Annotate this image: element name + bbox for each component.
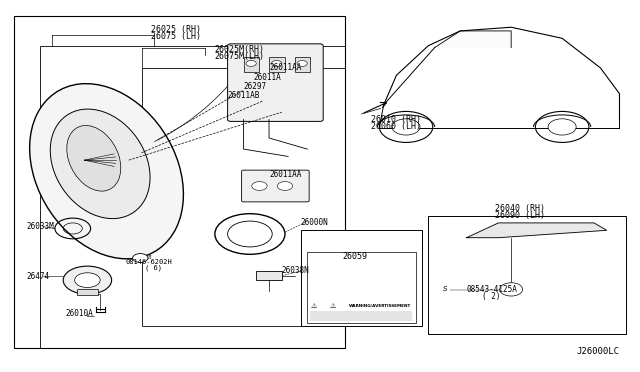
FancyBboxPatch shape [228,44,323,121]
Circle shape [75,273,100,288]
Circle shape [271,61,282,66]
Polygon shape [467,223,607,238]
Text: ⚠: ⚠ [310,303,317,309]
Text: 26090 (LH): 26090 (LH) [495,211,545,220]
Text: 26011AA: 26011AA [269,63,301,72]
Text: 26011A: 26011A [253,73,281,81]
Bar [77,289,99,295]
Bar [14,16,346,349]
Text: 26075M(LH): 26075M(LH) [215,52,265,61]
Text: ⚠: ⚠ [330,303,336,309]
Text: 26025M(RH): 26025M(RH) [215,45,265,54]
FancyBboxPatch shape [242,170,309,202]
Bar [307,253,415,323]
Ellipse shape [67,125,121,191]
Bar [294,57,310,71]
Circle shape [500,283,523,296]
Bar [244,57,259,71]
Text: 26010 (RH): 26010 (RH) [371,115,421,124]
Text: J26000LC: J26000LC [577,347,620,356]
Text: 26038N: 26038N [282,266,310,275]
Text: ( 6): ( 6) [145,265,162,271]
Polygon shape [435,31,511,48]
Bar [141,68,346,326]
Text: 26011AA: 26011AA [269,170,301,179]
Text: 08146-6202H: 08146-6202H [125,259,172,265]
Circle shape [252,182,267,190]
Circle shape [380,112,433,142]
Text: 26025 (RH): 26025 (RH) [151,25,201,33]
Ellipse shape [51,109,150,219]
Text: 26011AB: 26011AB [228,91,260,100]
Circle shape [63,266,111,294]
Text: 26033M: 26033M [27,222,54,231]
Text: 08543-4125A: 08543-4125A [467,285,517,294]
Circle shape [548,119,576,135]
Text: 26059: 26059 [342,251,367,261]
Circle shape [297,61,307,66]
Text: WARNING/AVERTISSEMENT: WARNING/AVERTISSEMENT [349,304,411,308]
Ellipse shape [29,84,184,259]
Circle shape [246,61,256,66]
Circle shape [392,119,420,135]
Text: 26060 (LH): 26060 (LH) [371,122,421,131]
Bar [269,57,285,71]
Circle shape [277,182,292,190]
Circle shape [132,254,148,262]
Text: 26040 (RH): 26040 (RH) [495,203,545,213]
Text: 26075 (LH): 26075 (LH) [151,32,201,41]
Bar [256,271,282,280]
Text: 26000N: 26000N [301,218,328,227]
Text: 26010A: 26010A [65,309,93,318]
Text: B: B [147,256,150,260]
Text: ( 2): ( 2) [483,292,501,301]
Text: S: S [443,286,447,292]
Bar [428,215,626,334]
Text: 26474: 26474 [27,272,50,281]
Bar [301,230,422,326]
Text: 26297: 26297 [244,82,267,91]
Bar [40,46,346,349]
Circle shape [536,112,589,142]
